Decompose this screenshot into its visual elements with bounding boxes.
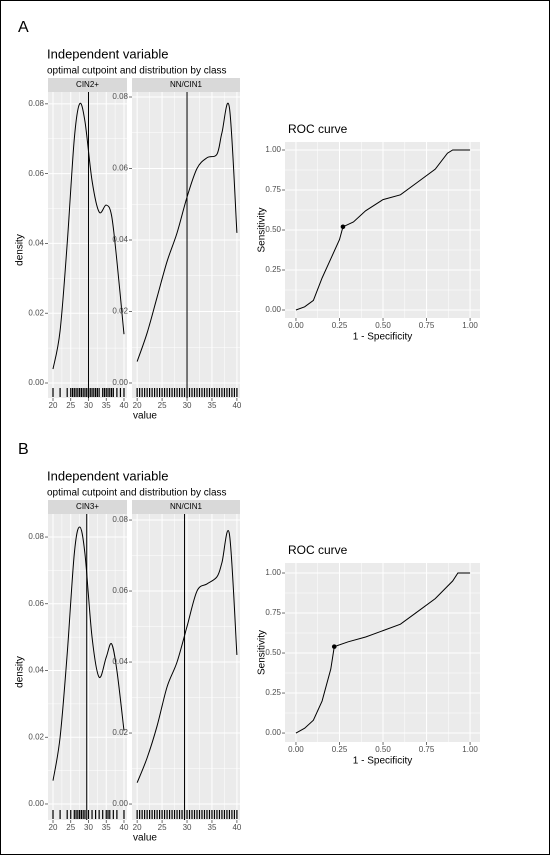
panel-label: B: [18, 441, 29, 458]
x-tick-label: 35: [208, 823, 217, 832]
panel-label: A: [18, 19, 29, 36]
y-tick-label: 0.50: [265, 225, 281, 234]
x-tick-label: 20: [49, 823, 58, 832]
x-tick-label: 25: [158, 823, 167, 832]
y-tick-label: 0.04: [28, 239, 44, 248]
x-tick-label: 25: [66, 401, 75, 410]
x-axis-label: 1 - Specificity: [353, 756, 412, 767]
plot-background: [132, 92, 240, 398]
chart-subtitle: optimal cutpoint and distribution by cla…: [47, 488, 227, 499]
x-tick-label: 40: [120, 823, 129, 832]
cutpoint-marker: [331, 644, 337, 649]
x-tick-label: 40: [232, 401, 241, 410]
density-curve: [52, 102, 125, 370]
x-tick-label: 40: [120, 401, 129, 410]
facet-strip: [48, 500, 127, 514]
y-tick-label: 0.06: [112, 586, 128, 595]
y-tick-label: 0.08: [112, 92, 128, 101]
y-tick-label: 0.25: [265, 265, 281, 274]
y-tick-label: 0.50: [265, 648, 281, 657]
x-tick-label: 0.00: [288, 321, 304, 330]
y-tick-label: 0.08: [28, 99, 44, 108]
x-tick-label: 0.00: [288, 745, 304, 754]
y-tick-label: 0.04: [112, 657, 128, 666]
x-tick-label: 0.75: [419, 321, 435, 330]
x-tick-label: 0.25: [332, 745, 348, 754]
y-tick-label: 0.75: [265, 185, 281, 194]
x-axis-label: 1 - Specificity: [353, 332, 412, 343]
facet-strip: [48, 78, 127, 92]
facet-label: NN/CIN1: [170, 502, 203, 511]
x-axis-label: value: [133, 833, 157, 844]
y-axis-label: density: [15, 234, 26, 266]
x-tick-label: 30: [183, 401, 192, 410]
cutpoint-marker: [340, 224, 346, 230]
y-tick-label: 0.08: [28, 532, 44, 541]
x-tick-label: 30: [84, 823, 93, 832]
x-tick-label: 20: [133, 401, 142, 410]
x-tick-label: 0.25: [332, 321, 348, 330]
y-tick-label: 0.00: [265, 728, 281, 737]
x-tick-label: 35: [102, 401, 111, 410]
y-tick-label: 0.00: [112, 799, 128, 808]
roc-curve: [295, 572, 471, 734]
facet-strip: [132, 78, 240, 92]
x-tick-label: 25: [66, 823, 75, 832]
chart-title: Independent variable: [47, 468, 168, 483]
y-tick-label: 0.02: [112, 307, 128, 316]
plot-background: [48, 514, 127, 820]
y-tick-label: 0.06: [28, 169, 44, 178]
facet-label: CIN3+: [76, 502, 99, 511]
y-tick-label: 0.06: [28, 599, 44, 608]
y-tick-label: 0.25: [265, 688, 281, 697]
density-curve: [136, 530, 238, 783]
chart-title: Independent variable: [47, 46, 168, 61]
chart-title: ROC curve: [288, 543, 348, 557]
x-tick-label: 30: [84, 401, 93, 410]
x-tick-label: 20: [49, 401, 58, 410]
facet-label: CIN2+: [76, 80, 99, 89]
y-axis-label: density: [15, 656, 26, 688]
x-tick-label: 35: [102, 823, 111, 832]
y-tick-label: 0.06: [112, 164, 128, 173]
x-tick-label: 25: [158, 401, 167, 410]
y-tick-label: 0.08: [112, 515, 128, 524]
plot-background: [132, 514, 240, 820]
x-tick-label: 35: [208, 401, 217, 410]
y-axis-label: Sensitivity: [257, 630, 268, 675]
y-tick-label: 0.04: [28, 666, 44, 675]
x-tick-label: 0.75: [419, 745, 435, 754]
x-tick-label: 20: [133, 823, 142, 832]
plot-background: [285, 563, 480, 742]
x-tick-label: 1.00: [462, 321, 478, 330]
x-tick-label: 1.00: [462, 745, 478, 754]
x-tick-label: 0.50: [375, 321, 391, 330]
y-tick-label: 0.02: [28, 308, 44, 317]
y-tick-label: 1.00: [265, 568, 281, 577]
y-tick-label: 0.02: [28, 732, 44, 741]
x-tick-label: 30: [183, 823, 192, 832]
y-tick-label: 1.00: [265, 145, 281, 154]
y-tick-label: 0.75: [265, 608, 281, 617]
chart-title: ROC curve: [288, 122, 348, 136]
y-tick-label: 0.00: [265, 305, 281, 314]
roc-curve: [295, 149, 471, 311]
x-axis-label: value: [133, 411, 157, 422]
y-axis-label: Sensitivity: [257, 207, 268, 252]
x-tick-label: 40: [232, 823, 241, 832]
y-tick-label: 0.00: [28, 378, 44, 387]
density-curve: [136, 103, 238, 362]
chart-subtitle: optimal cutpoint and distribution by cla…: [47, 66, 227, 77]
y-tick-label: 0.00: [28, 799, 44, 808]
x-tick-label: 0.50: [375, 745, 391, 754]
y-tick-label: 0.02: [112, 728, 128, 737]
y-tick-label: 0.04: [112, 235, 128, 244]
facet-label: NN/CIN1: [170, 80, 203, 89]
facet-strip: [132, 500, 240, 514]
y-tick-label: 0.00: [112, 378, 128, 387]
